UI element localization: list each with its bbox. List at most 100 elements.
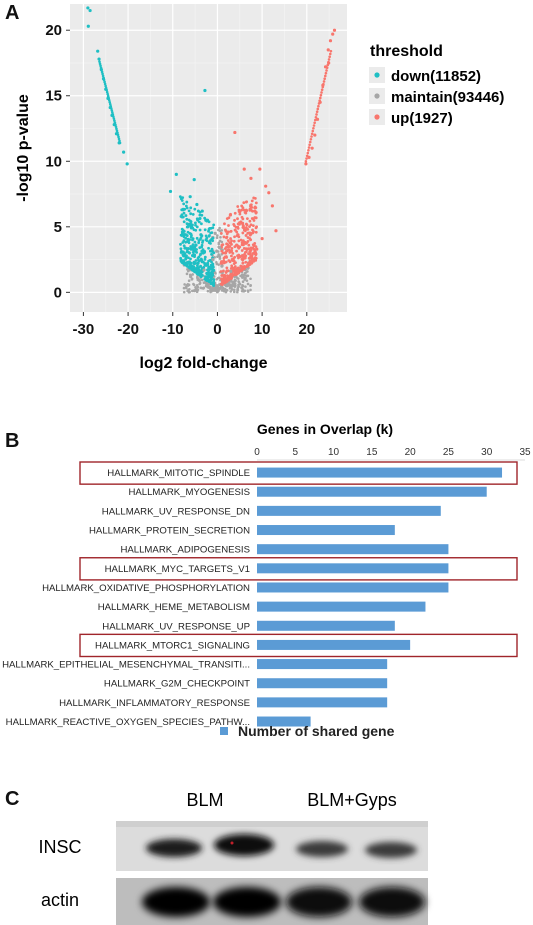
legend-title: threshold bbox=[370, 43, 443, 60]
data-point bbox=[97, 57, 101, 61]
x-tick-label: 20 bbox=[298, 321, 315, 338]
data-point bbox=[88, 8, 92, 13]
data-point bbox=[186, 225, 190, 229]
highlight-box bbox=[79, 633, 518, 658]
x-tick-label: 15 bbox=[366, 447, 378, 458]
data-point bbox=[213, 231, 217, 235]
scatter-cloud bbox=[98, 49, 333, 294]
y-tick-label: 20 bbox=[45, 22, 62, 39]
data-point bbox=[202, 268, 206, 272]
data-point bbox=[307, 155, 311, 159]
data-point bbox=[313, 133, 317, 137]
band-actin-lane4 bbox=[359, 887, 425, 917]
panel-label-a: A bbox=[5, 2, 20, 24]
y-axis-label: -log10 p-value bbox=[15, 94, 32, 202]
legend-label: Number of shared gene bbox=[238, 723, 395, 739]
data-point bbox=[199, 233, 203, 237]
data-point bbox=[323, 65, 328, 69]
data-point bbox=[215, 289, 220, 293]
x-tick-label: 10 bbox=[254, 321, 271, 338]
category-label: HALLMARK_UV_RESPONSE_DN bbox=[102, 506, 250, 517]
x-tick-label: 0 bbox=[213, 321, 221, 338]
category-label: HALLMARK_MYC_TARGETS_V1 bbox=[105, 564, 250, 575]
band-actin-lane1 bbox=[142, 887, 210, 917]
data-point bbox=[264, 184, 268, 188]
blot-group-blm: BLM bbox=[186, 790, 223, 810]
legend-marker bbox=[374, 114, 380, 120]
data-point bbox=[267, 191, 271, 195]
data-point bbox=[200, 209, 204, 213]
data-point bbox=[86, 6, 90, 10]
data-point bbox=[207, 240, 211, 245]
category-label: HALLMARK_ADIPOGENESIS bbox=[120, 545, 250, 556]
data-point bbox=[237, 222, 241, 226]
legend-entry: down(11852) bbox=[391, 68, 481, 85]
data-point bbox=[249, 176, 253, 180]
band-insc-lane2 bbox=[214, 834, 274, 856]
data-point bbox=[186, 260, 190, 264]
data-point bbox=[242, 273, 246, 277]
x-tick-label: -10 bbox=[162, 321, 184, 338]
bar bbox=[257, 563, 449, 574]
data-point bbox=[181, 208, 185, 212]
data-point bbox=[310, 146, 314, 150]
category-label: HALLMARK_PROTEIN_SECRETION bbox=[89, 526, 250, 537]
bar bbox=[257, 678, 388, 689]
data-point bbox=[86, 24, 90, 28]
bar bbox=[257, 525, 395, 536]
category-label: HALLMARK_HEME_METABOLISM bbox=[98, 602, 250, 613]
data-point bbox=[240, 254, 245, 258]
category-label: HALLMARK_INFLAMMATORY_RESPONSE bbox=[59, 698, 250, 709]
panel-label-c: C bbox=[5, 788, 20, 810]
blot-row-insc: INSC bbox=[38, 837, 81, 857]
bar bbox=[257, 505, 441, 516]
gsea-bar-chart: Genes in Overlap (k) 0 5 10 15 20 25 30 35 HALLMA… bbox=[2, 421, 531, 739]
x-tick-label: 5 bbox=[293, 447, 299, 458]
band-insc-lane1 bbox=[146, 839, 202, 857]
bar bbox=[257, 659, 388, 670]
data-point bbox=[242, 167, 246, 171]
data-point bbox=[96, 49, 100, 53]
x-tick-label: 35 bbox=[519, 447, 531, 458]
blot-row-actin: actin bbox=[41, 890, 79, 910]
category-label: HALLMARK_UV_RESPONSE_UP bbox=[102, 621, 250, 632]
x-tick-label: 20 bbox=[405, 447, 417, 458]
category-label: HALLMARK_EPITHELIAL_MESENCHYMAL_TRANSITI… bbox=[2, 660, 250, 671]
data-point bbox=[206, 282, 211, 287]
x-tick-label: 25 bbox=[443, 447, 455, 458]
x-tick-label: -30 bbox=[73, 321, 95, 338]
category-label: HALLMARK_MITOTIC_SPINDLE bbox=[107, 468, 250, 479]
data-point bbox=[332, 28, 337, 32]
data-point bbox=[211, 257, 215, 262]
y-tick-label: 5 bbox=[54, 219, 62, 236]
bar bbox=[257, 620, 395, 631]
data-point bbox=[122, 150, 126, 154]
data-point bbox=[315, 117, 320, 121]
legend-marker bbox=[374, 93, 380, 99]
chart-title: Genes in Overlap (k) bbox=[257, 421, 393, 437]
bar bbox=[257, 716, 311, 727]
bar bbox=[257, 639, 411, 650]
data-point bbox=[326, 48, 330, 52]
data-point bbox=[247, 261, 251, 266]
series-up bbox=[223, 28, 337, 266]
data-point bbox=[304, 162, 308, 166]
data-point bbox=[327, 61, 331, 65]
legend-marker bbox=[374, 72, 380, 78]
category-label: HALLMARK_MTORC1_SIGNALING bbox=[95, 640, 250, 651]
blot-group-blm-gyps: BLM+Gyps bbox=[307, 790, 397, 810]
blot-strip-actin bbox=[116, 878, 428, 925]
bar bbox=[257, 601, 426, 612]
x-tick-label: 10 bbox=[328, 447, 340, 458]
band-insc-lane4 bbox=[365, 842, 417, 858]
data-point bbox=[233, 130, 237, 135]
data-point bbox=[108, 105, 112, 110]
bar bbox=[257, 544, 449, 555]
category-label: HALLMARK_OXIDATIVE_PHOSPHORYLATION bbox=[42, 583, 250, 594]
band-insc-lane3 bbox=[296, 841, 348, 857]
data-point bbox=[228, 213, 232, 217]
data-point bbox=[331, 32, 335, 36]
legend-marker bbox=[220, 727, 228, 735]
x-axis-label: log2 fold-change bbox=[140, 355, 268, 372]
series-down bbox=[86, 6, 211, 266]
